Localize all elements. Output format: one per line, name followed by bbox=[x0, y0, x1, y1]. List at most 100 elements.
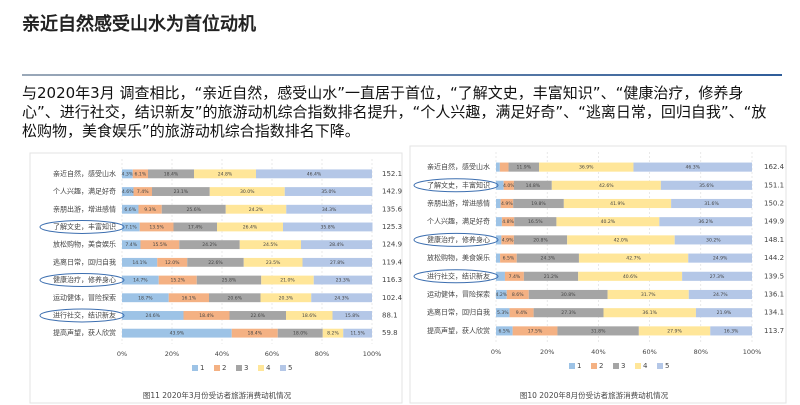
index-label: 152.1 bbox=[382, 170, 402, 178]
bar-segment bbox=[496, 162, 500, 172]
value-label: 46.3% bbox=[685, 165, 700, 171]
value-label: 21.9% bbox=[717, 310, 732, 316]
value-label: 7.4% bbox=[125, 242, 137, 248]
legend-label: 1 bbox=[200, 364, 204, 372]
value-label: 24.2% bbox=[202, 242, 217, 248]
index-label: 59.8 bbox=[382, 329, 398, 337]
bar-segment bbox=[157, 257, 188, 267]
value-label: 24.6% bbox=[145, 313, 160, 319]
value-label: 18.4% bbox=[199, 313, 214, 319]
bar-segment bbox=[496, 235, 502, 245]
value-label: 35.8% bbox=[320, 224, 335, 230]
value-label: 14.8% bbox=[526, 183, 541, 189]
category-label: 逃离日常，回归自我 bbox=[427, 308, 490, 317]
category-label: 了解文史，丰富知识 bbox=[427, 180, 490, 189]
bar-segment bbox=[122, 293, 169, 303]
value-label: 4.8% bbox=[502, 219, 514, 225]
bar-segment bbox=[567, 235, 675, 245]
value-label: 11.5% bbox=[350, 331, 365, 337]
bar-segment bbox=[217, 222, 283, 232]
highlight-oval bbox=[413, 178, 499, 193]
value-label: 31.7% bbox=[641, 292, 656, 298]
value-label: 6.5% bbox=[498, 328, 510, 334]
bar-segment bbox=[496, 253, 501, 263]
bar-segment bbox=[682, 271, 752, 281]
legend-swatch bbox=[214, 365, 220, 371]
bar-segment bbox=[122, 257, 158, 267]
bar-segment bbox=[243, 257, 303, 267]
category-label: 进行社交，结识新友 bbox=[427, 271, 490, 280]
value-label: 9.3% bbox=[144, 207, 156, 213]
index-label: 102.4 bbox=[382, 294, 403, 302]
value-label: 4.3% bbox=[122, 171, 134, 177]
value-label: 43.9% bbox=[170, 331, 185, 337]
bar-segment bbox=[332, 311, 372, 320]
legend-swatch bbox=[258, 365, 264, 371]
bar-segment bbox=[557, 326, 639, 336]
bar-segment bbox=[551, 180, 661, 190]
legend-label: 4 bbox=[643, 362, 648, 370]
bar-segment bbox=[122, 187, 134, 196]
value-label: 27.8% bbox=[330, 260, 345, 266]
bar-segment bbox=[513, 198, 564, 209]
category-label: 放松购物，美食娱乐 bbox=[53, 240, 116, 249]
value-label: 24.9% bbox=[713, 256, 728, 262]
highlight-oval bbox=[39, 308, 125, 323]
bar-segment bbox=[231, 328, 278, 338]
bar-segment bbox=[194, 169, 256, 179]
value-label: 27.3% bbox=[561, 310, 576, 316]
bar-segment bbox=[187, 257, 244, 267]
bar-segment bbox=[313, 275, 372, 285]
x-tick-label: 80% bbox=[315, 350, 329, 358]
category-label: 健康治疗，修养身心 bbox=[427, 235, 490, 244]
value-label: 15.5% bbox=[153, 242, 168, 248]
value-label: 7.4% bbox=[137, 189, 149, 195]
category-label: 逃离日常，回归自我 bbox=[53, 257, 116, 266]
bar-segment bbox=[499, 162, 509, 172]
category-label: 提高声望，获人欣赏 bbox=[53, 328, 116, 337]
legend-label: 3 bbox=[244, 364, 248, 372]
value-label: 16.1% bbox=[182, 295, 197, 301]
bar-segment bbox=[516, 253, 579, 263]
chart-caption: 图10 2020年8月份受访者旅游消费动机情况 bbox=[520, 390, 669, 400]
index-label: 124.9 bbox=[382, 241, 402, 249]
divider bbox=[22, 74, 782, 76]
index-label: 148.1 bbox=[764, 236, 784, 244]
category-label: 个人兴趣，满足好奇 bbox=[427, 217, 490, 226]
value-label: 22.6% bbox=[250, 313, 265, 319]
value-label: 41.9% bbox=[610, 201, 625, 207]
bar-segment bbox=[239, 240, 301, 250]
value-label: 42.0% bbox=[614, 237, 629, 243]
legend-swatch bbox=[591, 363, 597, 369]
value-label: 6.1% bbox=[135, 171, 147, 177]
value-label: 40.6% bbox=[623, 274, 638, 280]
bar-segment bbox=[509, 308, 534, 318]
bar-segment bbox=[179, 240, 240, 250]
value-label: 8.2% bbox=[327, 331, 339, 337]
category-label: 进行社交，结识新友 bbox=[53, 310, 116, 319]
bar-segment bbox=[229, 311, 286, 320]
value-label: 40.2% bbox=[601, 219, 616, 225]
value-label: 15.2% bbox=[170, 278, 185, 284]
bar-segment bbox=[161, 204, 226, 214]
value-label: 18.0% bbox=[293, 331, 308, 337]
value-label: 30.0% bbox=[240, 189, 255, 195]
value-label: 16.5% bbox=[528, 219, 543, 225]
bar-segment bbox=[501, 235, 514, 245]
bar-segment bbox=[496, 217, 502, 227]
bar-segment bbox=[311, 293, 372, 303]
bar-segment bbox=[148, 169, 194, 179]
value-label: 31.6% bbox=[704, 201, 719, 207]
legend-swatch bbox=[635, 363, 641, 369]
bar-segment bbox=[322, 328, 344, 338]
index-label: 88.1 bbox=[382, 311, 398, 319]
bar-segment bbox=[286, 311, 333, 320]
bar-segment bbox=[260, 293, 312, 303]
bar-segment bbox=[496, 180, 504, 190]
bar-segment bbox=[578, 253, 689, 263]
value-label: 18.7% bbox=[138, 295, 153, 301]
bar-segment bbox=[152, 187, 210, 196]
bar-segment bbox=[183, 311, 230, 320]
value-label: 23.1% bbox=[174, 189, 189, 195]
